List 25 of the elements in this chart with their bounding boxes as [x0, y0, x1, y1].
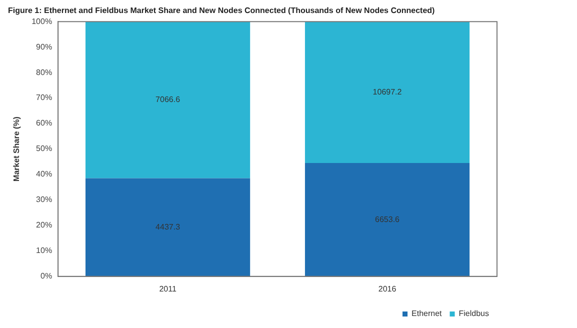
- y-tick-label: 30%: [36, 195, 52, 204]
- y-tick-label: 20%: [36, 220, 52, 230]
- annotation: 6653.6: [375, 214, 400, 224]
- y-tick-label: 0%: [40, 272, 52, 281]
- bar: [304, 22, 470, 164]
- y-axis-title: Market Share (%): [12, 116, 22, 182]
- y-tick-label: 50%: [36, 144, 52, 154]
- bar: [85, 22, 250, 178]
- bar: [85, 178, 250, 276]
- annotation: 4437.3: [156, 222, 181, 232]
- annotation: 10697.2: [372, 88, 402, 97]
- chart-title: Figure 1: Ethernet and Fieldbus Market Share and New Nodes Connected (Thousands of New Nodes Connected): [8, 6, 436, 16]
- legend-label: Ethernet: [412, 309, 443, 318]
- y-tick-label: 60%: [36, 118, 52, 128]
- y-tick-label: 100%: [32, 16, 52, 26]
- x-tick-label: 2016: [378, 284, 397, 294]
- bar: [304, 163, 470, 276]
- y-tick-label: 80%: [36, 68, 52, 77]
- y-tick-label: 70%: [36, 93, 52, 102]
- legend-label: Fieldbus: [458, 309, 490, 318]
- y-tick-label: 10%: [36, 246, 52, 256]
- y-tick-label: 90%: [36, 42, 52, 52]
- y-tick-label: 40%: [36, 170, 52, 179]
- annotation: 7066.6: [156, 95, 181, 104]
- x-tick-label: 2011: [159, 284, 177, 294]
